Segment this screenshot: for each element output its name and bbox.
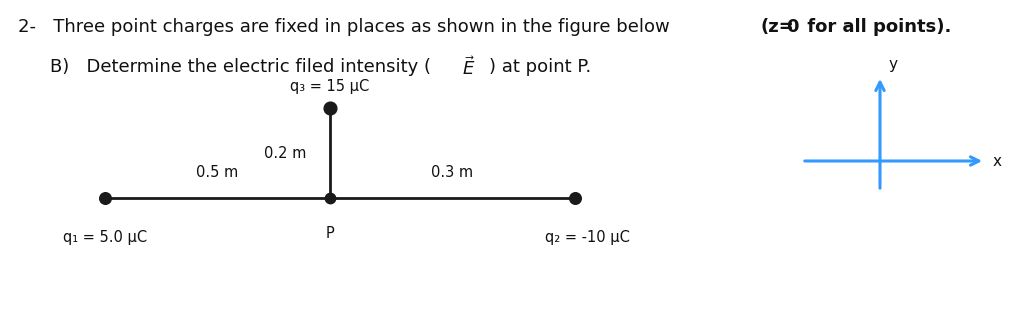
Point xyxy=(97,196,114,201)
Point xyxy=(322,106,338,111)
Text: x: x xyxy=(993,154,1002,168)
Point xyxy=(567,196,584,201)
Text: P: P xyxy=(326,226,335,241)
Text: B)   Determine the electric filed intensity (: B) Determine the electric filed intensit… xyxy=(50,58,431,76)
Text: ) at point P.: ) at point P. xyxy=(489,58,591,76)
Point xyxy=(322,196,338,201)
Text: 0.2 m: 0.2 m xyxy=(264,145,306,161)
Text: q₁ = 5.0 μC: q₁ = 5.0 μC xyxy=(62,230,147,245)
Text: q₂ = -10 μC: q₂ = -10 μC xyxy=(545,230,630,245)
Text: 0.5 m: 0.5 m xyxy=(197,165,239,180)
Text: 0: 0 xyxy=(786,18,799,36)
Text: 2-   Three point charges are fixed in places as shown in the figure below: 2- Three point charges are fixed in plac… xyxy=(18,18,676,36)
Text: (z=: (z= xyxy=(760,18,794,36)
Text: q₃ = 15 μC: q₃ = 15 μC xyxy=(291,79,370,94)
Text: y: y xyxy=(888,57,897,72)
Text: 0.3 m: 0.3 m xyxy=(431,165,473,180)
Text: for all points).: for all points). xyxy=(801,18,951,36)
Text: $\vec{E}$: $\vec{E}$ xyxy=(462,56,475,79)
